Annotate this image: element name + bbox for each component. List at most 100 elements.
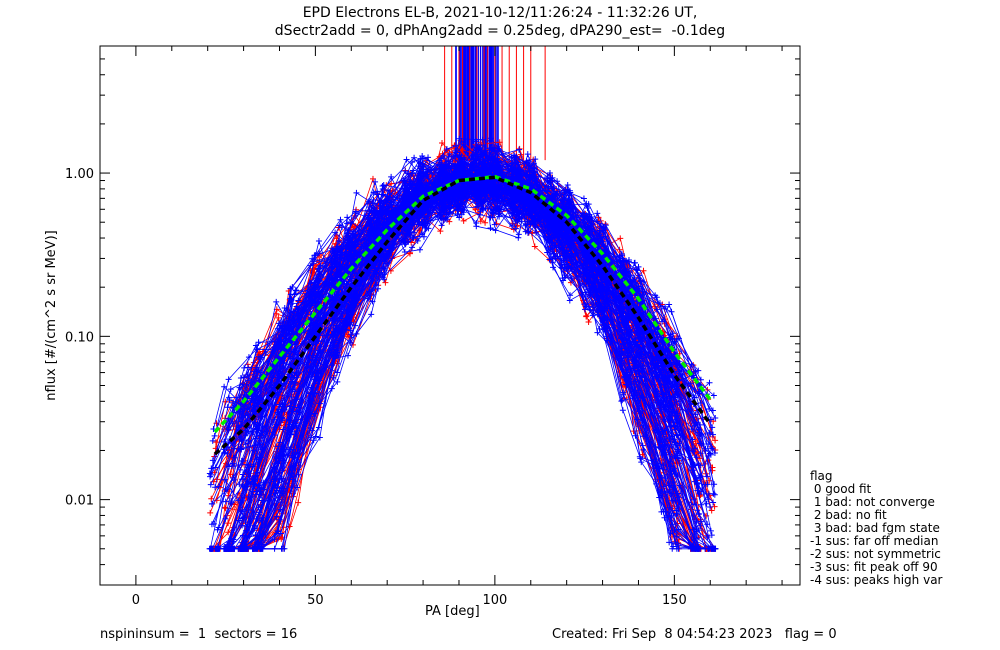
trace-marker	[585, 318, 592, 325]
trace-marker	[336, 238, 343, 245]
trace-marker	[691, 394, 698, 401]
trace-marker	[316, 434, 323, 441]
trace-marker	[206, 470, 213, 477]
trace-marker	[708, 507, 715, 514]
trace-marker	[695, 511, 702, 518]
trace-marker	[295, 499, 302, 506]
trace-marker	[446, 150, 453, 157]
trace-marker	[237, 466, 244, 473]
trace-marker	[653, 355, 660, 362]
trace-marker	[278, 535, 285, 542]
trace-marker	[669, 330, 676, 337]
trace-marker	[382, 279, 389, 286]
trace-marker	[275, 314, 282, 321]
trace-marker	[594, 210, 601, 217]
trace-marker	[580, 195, 587, 202]
trace-marker	[212, 439, 219, 446]
trace-marker	[458, 138, 465, 145]
trace-marker	[221, 383, 228, 390]
trace-marker	[619, 407, 626, 414]
trace-marker	[712, 415, 719, 422]
trace-marker	[406, 250, 413, 257]
trace-marker	[653, 306, 660, 313]
trace-marker	[212, 484, 219, 491]
trace-marker	[491, 221, 498, 228]
trace-marker	[676, 440, 683, 447]
trace-marker	[439, 140, 446, 147]
trace-marker	[456, 214, 463, 221]
trace-marker	[437, 228, 444, 235]
trace-marker	[496, 139, 503, 146]
trace-marker	[374, 188, 381, 195]
trace-marker	[707, 430, 714, 437]
trace-marker	[225, 520, 232, 527]
trace-marker	[636, 377, 643, 384]
trace-marker	[596, 325, 603, 332]
trace-marker	[287, 291, 294, 298]
trace-marker	[496, 146, 503, 153]
trace-marker	[670, 453, 677, 460]
trace-marker	[479, 136, 486, 143]
trace-marker	[703, 500, 710, 507]
trace-marker	[419, 153, 426, 160]
trace-marker	[516, 146, 523, 153]
trace-marker	[372, 178, 379, 185]
trace-marker	[638, 459, 645, 466]
trace-marker	[344, 220, 351, 227]
trace-marker	[401, 177, 408, 184]
trace-marker	[368, 311, 375, 318]
trace-marker	[666, 301, 673, 308]
trace-marker	[477, 218, 484, 225]
trace-marker	[705, 453, 712, 460]
trace-marker	[594, 329, 601, 336]
trace-marker	[482, 219, 489, 226]
trace-marker	[208, 495, 215, 502]
trace-marker	[207, 481, 214, 488]
trace-marker	[273, 298, 280, 305]
trace-marker	[337, 216, 344, 223]
trace-marker	[273, 310, 280, 317]
trace-marker	[546, 169, 553, 176]
trace-marker	[712, 437, 719, 444]
trace-marker	[221, 504, 228, 511]
trace-marker	[487, 135, 494, 142]
trace-line	[242, 178, 702, 550]
trace-marker	[212, 464, 219, 471]
trace-marker	[207, 471, 214, 478]
trace-marker	[241, 392, 248, 399]
trace-marker	[710, 499, 717, 506]
trace-marker	[697, 376, 704, 383]
trace-marker	[310, 437, 317, 444]
trace-marker	[316, 268, 323, 275]
trace-marker	[402, 168, 409, 175]
trace-marker	[230, 399, 237, 406]
trace-marker	[352, 208, 359, 215]
trace-marker	[711, 481, 718, 488]
trace-marker	[226, 397, 233, 404]
trace-marker	[696, 490, 703, 497]
trace-marker	[460, 217, 467, 224]
trace-marker	[224, 450, 231, 457]
trace-marker	[711, 491, 718, 498]
trace-marker	[225, 529, 232, 536]
trace-marker	[567, 292, 574, 299]
trace-marker	[279, 324, 286, 331]
trace-marker	[222, 498, 229, 505]
trace-marker	[336, 222, 343, 229]
trace-marker	[583, 313, 590, 320]
trace-marker	[403, 156, 410, 163]
trace-marker	[240, 483, 247, 490]
trace-marker	[312, 252, 319, 259]
trace-marker	[674, 471, 681, 478]
trace-marker	[532, 156, 539, 163]
trace-marker	[209, 457, 216, 464]
trace-marker	[345, 226, 352, 233]
data-layer	[206, 46, 719, 552]
trace-marker	[208, 465, 215, 472]
trace-marker	[275, 320, 282, 327]
trace-marker	[693, 525, 700, 532]
trace-marker	[207, 509, 214, 516]
trace-marker	[280, 318, 287, 325]
trace-marker	[245, 364, 252, 371]
